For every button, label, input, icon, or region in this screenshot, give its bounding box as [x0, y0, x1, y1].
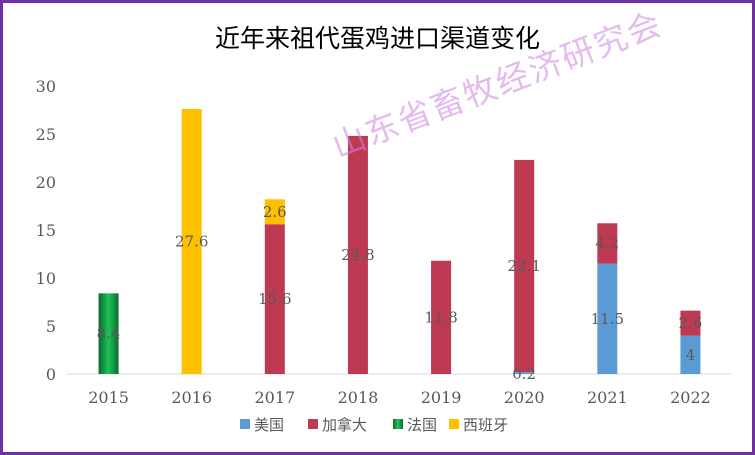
x-tick-label: 2016	[171, 388, 212, 407]
legend-swatch	[449, 419, 459, 429]
data-label: 8.4	[97, 325, 121, 343]
y-tick-label: 15	[36, 221, 56, 240]
bar-2016-3	[181, 109, 202, 374]
legend-label: 美国	[254, 416, 284, 434]
x-tick-label: 2021	[587, 388, 628, 407]
data-label: 15.6	[258, 290, 291, 308]
y-tick-label: 25	[36, 125, 56, 144]
data-label: 2.6	[679, 314, 703, 332]
x-tick-label: 2018	[338, 388, 379, 407]
data-label: 11.5	[591, 310, 624, 328]
legend-label: 法国	[407, 416, 437, 434]
legend-swatch	[393, 419, 403, 429]
data-label: 11.8	[424, 308, 457, 326]
y-tick-label: 10	[36, 269, 56, 288]
legend-swatch	[240, 419, 250, 429]
data-label: 4	[686, 346, 696, 364]
data-label: 27.6	[175, 233, 208, 251]
bar-2022-1	[680, 310, 701, 336]
bar-2021-1	[597, 223, 618, 264]
chart-title: 近年来祖代蛋鸡进口渠道变化	[214, 24, 540, 53]
x-tick-label: 2022	[670, 388, 711, 407]
bar-2020-0	[514, 372, 535, 374]
bar-2015-2	[98, 293, 119, 374]
legend: 美国 加拿大 法国 西班牙	[240, 416, 508, 434]
data-label: 22.1	[507, 257, 540, 275]
bar-2017-1	[264, 224, 285, 374]
y-axis: 0 5 10 15 20 25 30	[36, 77, 56, 384]
bars	[98, 109, 701, 374]
legend-label: 西班牙	[463, 416, 508, 434]
data-label: 4.2	[595, 234, 619, 252]
data-labels: 8.4 27.6 15.6 2.6 24.8 11.8 0.2 22.1 11.5 4.2 4 2.6	[97, 203, 703, 383]
x-tick-label: 2019	[421, 388, 462, 407]
y-tick-label: 5	[46, 317, 56, 336]
chart-canvas: 0 5 10 15 20 25 30 2015 2016 2017 2018 2019 2020 202…	[36, 77, 732, 434]
bar-2019-1	[431, 260, 452, 374]
legend-label: 加拿大	[322, 416, 367, 434]
bar-2017-3	[264, 199, 285, 225]
x-tick-label: 2015	[88, 388, 129, 407]
y-tick-label: 30	[36, 77, 56, 96]
data-label: 2.6	[263, 203, 287, 221]
bar-2022-0	[680, 335, 701, 374]
x-tick-label: 2017	[254, 388, 295, 407]
bar-2018-1	[347, 135, 368, 374]
bar-2020-1	[514, 159, 535, 373]
data-label: 0.2	[512, 365, 536, 383]
data-label: 24.8	[341, 246, 374, 264]
legend-swatch	[308, 419, 318, 429]
bar-2021-0	[597, 263, 618, 374]
x-axis: 2015 2016 2017 2018 2019 2020 2021 2022	[67, 373, 732, 407]
x-tick-label: 2020	[504, 388, 545, 407]
y-tick-label: 0	[46, 365, 56, 384]
y-tick-label: 20	[36, 173, 56, 192]
